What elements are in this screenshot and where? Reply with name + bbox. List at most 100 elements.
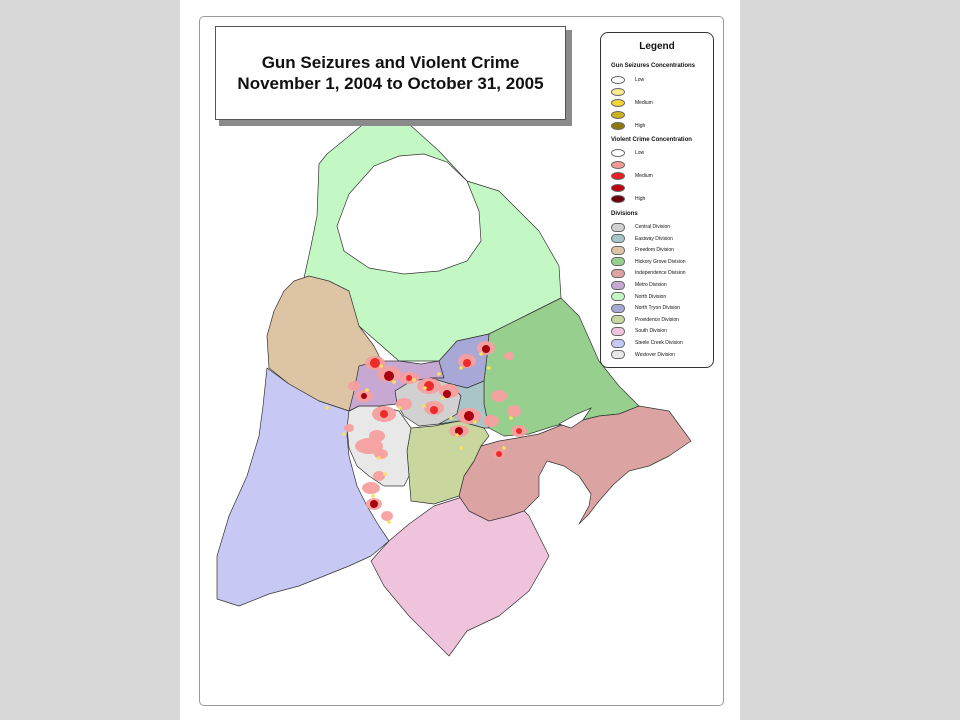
gun-seizure-point <box>387 520 391 524</box>
gun-seizure-point <box>455 433 459 437</box>
legend-item: Hickory Grove Division <box>611 257 686 267</box>
legend-swatch <box>611 292 625 302</box>
map-title: Gun Seizures and Violent Crime November … <box>215 26 566 120</box>
legend-item: Eastway Division <box>611 234 673 244</box>
region-south <box>370 490 550 657</box>
gun-seizure-point <box>479 352 483 356</box>
legend-crime-section: Violent Crime Concentration <box>611 137 692 143</box>
legend-swatch <box>611 172 625 180</box>
legend-gun-section: Gun Seizures Concentrations <box>611 63 696 69</box>
legend-label: Freedom Division <box>635 247 674 254</box>
legend-label: Low <box>635 150 645 156</box>
crime-hotspot-core <box>516 428 522 434</box>
gun-seizure-point <box>487 366 491 370</box>
legend-label: South Division <box>635 328 667 335</box>
legend-item: Low <box>611 148 644 158</box>
legend-swatch <box>611 303 625 313</box>
gun-seizure-point <box>379 364 383 368</box>
legend-item <box>611 183 635 193</box>
legend-label: Independence Division <box>635 270 686 277</box>
creek-east <box>558 407 592 429</box>
gun-seizure-point <box>371 494 375 498</box>
legend-label: Central Division <box>635 224 671 230</box>
legend-label: Medium <box>635 173 653 179</box>
crime-hotspot-core <box>463 359 471 367</box>
gun-seizure-point <box>502 446 506 450</box>
crime-hotspot-core <box>496 451 502 457</box>
legend-swatch <box>611 160 625 169</box>
legend-swatch <box>611 122 625 130</box>
gun-seizure-point <box>423 386 427 390</box>
gun-seizure-point <box>459 446 463 450</box>
crime-hotspot-core <box>443 390 451 398</box>
legend-swatch <box>611 110 625 119</box>
legend-swatch <box>611 245 625 255</box>
title-line-1: Gun Seizures and Violent Crime <box>261 53 520 72</box>
legend-swatch <box>611 87 625 96</box>
crime-hotspot-core <box>482 345 490 353</box>
gun-seizure-point <box>437 372 441 376</box>
crime-hotspot-core <box>464 411 474 421</box>
legend-swatch <box>611 195 625 203</box>
crime-hotspot-halo <box>355 438 383 454</box>
crime-hotspot-halo <box>483 415 499 427</box>
gun-seizure-point <box>398 406 402 410</box>
legend-item: Providence Division <box>611 315 679 325</box>
legend-swatch <box>611 280 625 290</box>
legend-item: Central Division <box>611 222 670 232</box>
legend-label: Steele Creek Division <box>635 340 683 346</box>
lake-north <box>336 153 482 275</box>
crime-hotspot-halo <box>344 424 354 432</box>
crime-hotspot-core <box>370 500 378 508</box>
legend-item: Medium <box>611 171 653 181</box>
crime-hotspot-halo <box>348 381 360 391</box>
gun-seizure-point <box>473 420 477 424</box>
legend-item: Independence Division <box>611 268 686 278</box>
legend: Legend Gun Seizures Concentrations Low Me… <box>600 32 714 368</box>
legend-item <box>611 87 635 97</box>
legend-item: North Tryon Division <box>611 303 680 313</box>
legend-swatch <box>611 257 625 267</box>
legend-item: Freedom Division <box>611 245 674 255</box>
crime-hotspot-halo <box>362 482 380 494</box>
legend-swatch <box>611 338 625 348</box>
legend-label: Medium <box>635 100 653 106</box>
crime-hotspot-halo <box>504 352 514 360</box>
legend-item: North Division <box>611 292 666 302</box>
legend-item: Low <box>611 75 644 85</box>
legend-swatch <box>611 183 625 192</box>
legend-swatch <box>611 99 625 107</box>
legend-swatch <box>611 350 625 360</box>
legend-label: Low <box>635 77 645 83</box>
legend-item: High <box>611 121 645 131</box>
crime-hotspot-core <box>455 427 463 435</box>
gun-seizure-point <box>365 388 369 392</box>
legend-heading: Legend <box>639 41 675 52</box>
gun-seizure-point <box>422 404 426 408</box>
gun-seizure-point <box>509 416 513 420</box>
region-independence <box>458 405 692 525</box>
gun-seizure-point <box>342 432 346 436</box>
crime-hotspot-core <box>380 410 388 418</box>
legend-swatch <box>611 222 625 232</box>
gun-seizure-point <box>449 416 453 420</box>
legend-label: Metro Division <box>635 282 667 288</box>
title-line-2: November 1, 2004 to October 31, 2005 <box>237 74 544 93</box>
legend-label: High <box>635 196 646 202</box>
gun-seizure-point <box>325 406 329 410</box>
gun-seizure-point <box>459 366 463 370</box>
legend-swatch <box>611 315 625 325</box>
legend-label: Providence Division <box>635 316 679 323</box>
legend-item: South Division <box>611 326 667 336</box>
legend-item <box>611 110 635 120</box>
gun-seizure-point <box>412 378 416 382</box>
gun-seizure-point <box>383 472 387 476</box>
legend-label: High <box>635 123 646 129</box>
gun-seizure-point <box>392 380 396 384</box>
legend-swatch <box>611 326 625 336</box>
legend-divisions-section: Divisions <box>611 211 638 217</box>
legend-label: North Tryon Division <box>635 305 681 312</box>
legend-item: Westover Division <box>611 350 675 360</box>
gun-seizure-point <box>377 456 381 460</box>
legend-swatch <box>611 268 625 278</box>
